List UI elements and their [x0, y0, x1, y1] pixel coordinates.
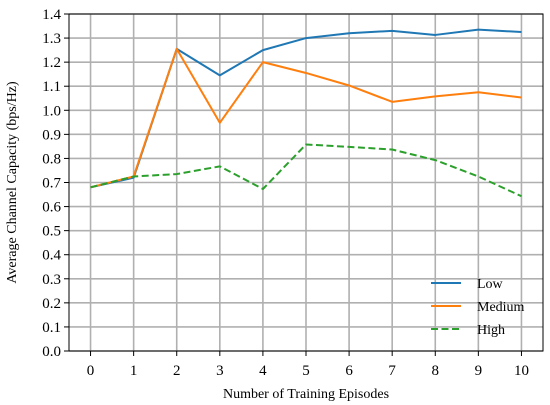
- x-tick-label: 0: [87, 363, 95, 379]
- x-tick-label: 6: [345, 363, 353, 379]
- y-tick-label: 0.9: [42, 127, 61, 143]
- series-line-high: [90, 143, 522, 198]
- y-tick-label: 0.3: [42, 272, 61, 288]
- x-tick-label: 10: [514, 363, 529, 379]
- y-tick-label: 1.4: [42, 7, 61, 23]
- legend-label-low: Low: [477, 277, 504, 292]
- y-tick-label: 0.5: [42, 224, 61, 240]
- y-tick-label: 0.1: [42, 320, 61, 336]
- y-tick-label: 0.8: [42, 151, 61, 167]
- axis-ticks: 0 1 2 3 4 5 6 7 8 9 10 0.0 0.1 0.2 0.3 0.4 0.5 0.6 0.7 0.8 0…: [42, 7, 529, 379]
- legend-label-high: High: [477, 323, 505, 338]
- x-tick-label: 9: [475, 363, 483, 379]
- y-tick-label: 1.0: [42, 103, 61, 119]
- y-tick-label: 0.0: [42, 344, 61, 360]
- x-tick-label: 4: [259, 363, 267, 379]
- series-lines: [90, 28, 522, 198]
- y-tick-label: 1.1: [42, 79, 61, 95]
- x-tick-label: 5: [302, 363, 310, 379]
- y-tick-label: 0.6: [42, 200, 61, 216]
- y-tick-label: 1.3: [42, 31, 61, 47]
- y-tick-label: 0.2: [42, 296, 61, 312]
- x-tick-label: 8: [432, 363, 440, 379]
- legend: Low Medium High: [431, 277, 525, 338]
- x-tick-label: 3: [216, 363, 224, 379]
- y-axis-title: Average Channel Capacity (bps/Hz): [5, 81, 20, 284]
- legend-label-medium: Medium: [477, 300, 525, 315]
- y-tick-label: 0.7: [42, 176, 61, 192]
- grid: [69, 13, 543, 352]
- x-tick-label: 2: [173, 363, 181, 379]
- y-tick-label: 0.4: [42, 248, 61, 264]
- y-tick-label: 1.2: [42, 55, 61, 71]
- x-tick-label: 7: [388, 363, 396, 379]
- x-axis-title: Number of Training Episodes: [223, 387, 389, 402]
- x-tick-label: 1: [130, 363, 138, 379]
- series-line-medium: [90, 47, 522, 189]
